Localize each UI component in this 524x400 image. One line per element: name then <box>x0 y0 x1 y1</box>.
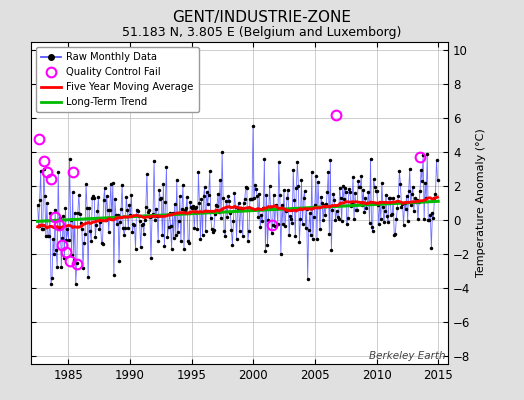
Text: Berkeley Earth: Berkeley Earth <box>369 351 446 361</box>
Legend: Raw Monthly Data, Quality Control Fail, Five Year Moving Average, Long-Term Tren: Raw Monthly Data, Quality Control Fail, … <box>37 47 199 112</box>
Y-axis label: Temperature Anomaly (°C): Temperature Anomaly (°C) <box>476 129 486 277</box>
Text: GENT/INDUSTRIE-ZONE: GENT/INDUSTRIE-ZONE <box>172 10 352 25</box>
Text: 51.183 N, 3.805 E (Belgium and Luxemborg): 51.183 N, 3.805 E (Belgium and Luxemborg… <box>122 26 402 39</box>
